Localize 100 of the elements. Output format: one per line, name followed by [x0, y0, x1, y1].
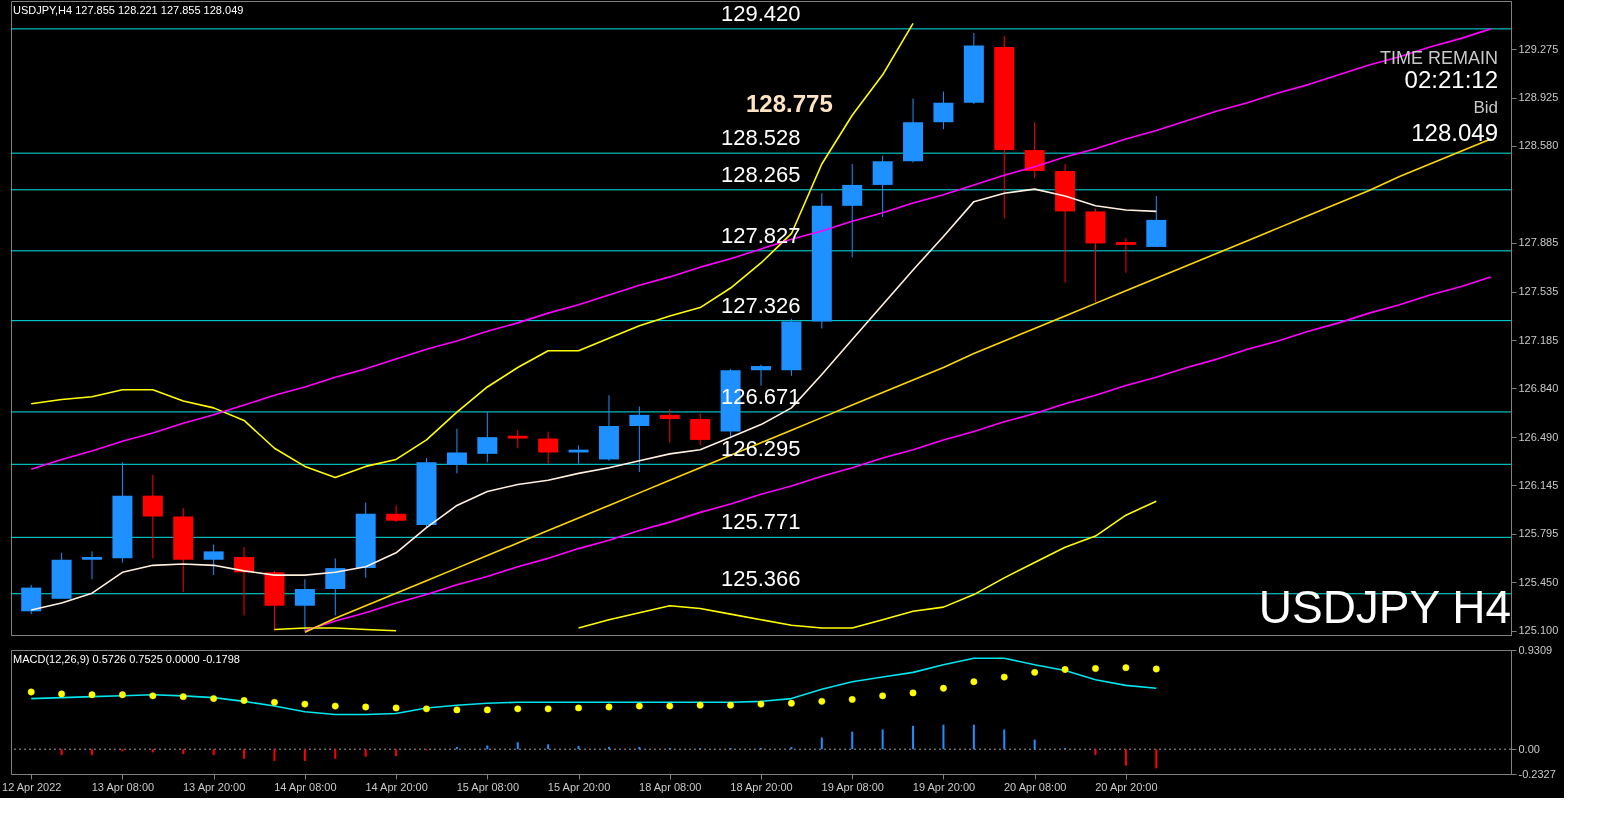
bar [60, 749, 63, 756]
candlestick [629, 405, 650, 473]
y-tick-label: 127.535 [1518, 285, 1559, 298]
x-tick-label: 18 Apr 20:00 [730, 780, 793, 793]
point [362, 703, 370, 711]
candlestick [446, 428, 467, 474]
bar [607, 747, 610, 750]
y-tick-label: 125.450 [1518, 575, 1559, 588]
y-tick-label: 127.185 [1518, 333, 1559, 346]
bar [577, 746, 580, 750]
y-tick-label: 128.925 [1518, 91, 1559, 104]
point [483, 706, 491, 714]
bar [881, 729, 884, 750]
bar [1033, 739, 1036, 750]
x-tick-label: 15 Apr 20:00 [547, 780, 611, 793]
bar [486, 745, 489, 750]
point [27, 688, 35, 696]
line-series [30, 188, 1158, 611]
bar [851, 731, 854, 750]
y-tick-label: 0.9309 [1518, 643, 1553, 656]
x-tick-label: 19 Apr 20:00 [912, 780, 976, 793]
candlestick [933, 91, 954, 130]
x-tick-label: 19 Apr 08:00 [821, 780, 884, 793]
x-tick-label: 14 Apr 20:00 [365, 780, 428, 793]
candlestick [690, 412, 711, 446]
x-tick-label: 13 Apr 20:00 [182, 780, 246, 793]
candlestick [872, 155, 893, 218]
point [635, 702, 643, 710]
point [818, 697, 826, 705]
x-tick-label: 14 Apr 08:00 [274, 780, 337, 793]
point [970, 678, 978, 686]
bar [364, 749, 367, 757]
y-tick-label: 125.100 [1518, 624, 1559, 637]
candlestick [477, 411, 498, 463]
point [423, 705, 430, 713]
x-tick-label: 20 Apr 20:00 [1095, 780, 1158, 793]
point [1122, 664, 1130, 672]
bar [395, 749, 398, 757]
bar [91, 749, 94, 756]
bar [1124, 749, 1127, 766]
bar [334, 749, 337, 759]
point [301, 700, 309, 708]
bar [1094, 749, 1097, 756]
bar [790, 747, 793, 750]
annotation: 128.775 [746, 90, 833, 117]
candlestick [386, 504, 407, 523]
point [879, 692, 887, 700]
bar [151, 749, 154, 753]
bar [455, 747, 458, 750]
point [119, 691, 126, 699]
ref-line-label: 127.326 [721, 292, 801, 318]
point [1000, 673, 1008, 681]
y-tick-label: 129.275 [1518, 42, 1559, 55]
point [788, 699, 795, 707]
point [696, 701, 704, 709]
candlestick [538, 431, 559, 465]
x-tick-label: 13 Apr 08:00 [91, 780, 155, 793]
point [514, 705, 522, 713]
chart-title: MACD(12,26,9) 0.5726 0.7525 0.0000 -0.1798 [13, 653, 240, 665]
x-tick-label: 18 Apr 08:00 [639, 780, 702, 793]
point [271, 698, 278, 706]
x-tick-label: 20 Apr 08:00 [1003, 780, 1067, 793]
ref-line-label: 128.528 [721, 125, 801, 151]
chart-title: USDJPY,H4 127.855 128.221 127.855 128.049 [13, 4, 244, 16]
y-tick-label: 126.490 [1518, 430, 1559, 443]
point [757, 700, 765, 708]
point [88, 691, 96, 699]
bar [516, 742, 519, 750]
y-tick-label: 0.00 [1518, 742, 1540, 755]
candlestick [294, 578, 315, 632]
point [240, 697, 248, 704]
point [940, 684, 947, 692]
point [727, 701, 734, 709]
bar [638, 747, 641, 750]
point [575, 704, 582, 712]
candlestick [325, 557, 346, 616]
bar [273, 749, 276, 761]
bar [547, 744, 550, 750]
point [210, 695, 218, 702]
candlestick [842, 163, 863, 258]
y-tick-label: 127.885 [1518, 236, 1559, 249]
bar [1155, 749, 1158, 769]
bar [212, 749, 215, 756]
point [1061, 666, 1069, 673]
bar [912, 725, 915, 750]
point [666, 702, 674, 710]
annotation: Bid [1473, 98, 1498, 117]
point [58, 690, 66, 698]
ref-line-label: 125.771 [721, 509, 801, 535]
candlestick [82, 550, 103, 580]
bar [182, 749, 185, 754]
line-series [30, 22, 914, 479]
candlestick [751, 364, 771, 387]
ref-line-label: 129.420 [721, 0, 801, 26]
annotation: USDJPY H4 [1258, 581, 1511, 633]
y-tick-label: -0.2327 [1518, 767, 1556, 780]
y-tick-label: 126.840 [1518, 381, 1559, 394]
ref-line-label: 128.265 [721, 161, 801, 187]
point [544, 705, 552, 713]
point [605, 703, 613, 711]
